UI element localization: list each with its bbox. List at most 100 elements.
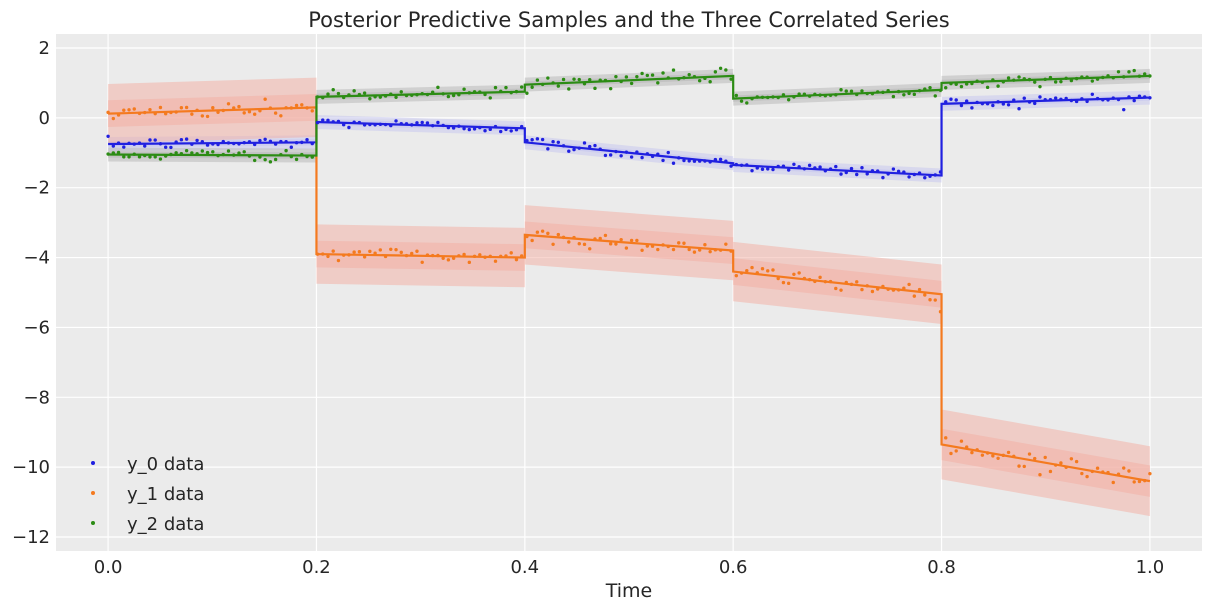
data-point-y_2-data [608,86,613,91]
data-point-y_1-data [755,271,759,275]
data-point-y_0-data [938,170,943,174]
data-point-y_0-data [252,142,257,147]
data-point-y_1-data [1001,453,1006,458]
data-point-y_1-data [923,293,927,297]
data-point-y_1-data [985,451,990,455]
data-point-y_2-data [718,66,723,70]
data-point-y_2-data [598,78,602,82]
data-point-y_1-data [886,287,890,291]
y-tick-label: −2 [23,178,50,199]
data-point-y_0-data [483,128,487,133]
data-point-y_1-data [551,242,555,246]
data-point-y_1-data [1012,454,1016,459]
data-point-y_0-data [645,152,650,156]
data-point-y_2-data [619,79,623,84]
data-point-y_2-data [713,70,718,74]
data-point-y_2-data [603,78,608,83]
data-point-y_0-data [514,128,519,132]
data-point-y_0-data [619,154,623,158]
data-point-y_1-data [389,247,393,251]
data-point-y_2-data [697,79,702,83]
data-point-y_0-data [1111,96,1115,100]
data-point-y_1-data [964,445,969,449]
data-point-y_0-data [221,139,225,144]
data-point-y_2-data [917,88,922,93]
data-point-y_1-data [734,273,739,278]
data-point-y_2-data [462,87,466,91]
data-point-y_1-data [703,242,707,247]
data-point-y_1-data [645,244,650,248]
data-point-y_1-data [619,237,623,242]
data-point-y_1-data [519,254,524,258]
data-point-y_0-data [551,140,555,144]
posterior-mean-line-y_1-data [108,106,1151,483]
data-point-y_1-data [980,453,985,457]
data-point-y_2-data [860,89,864,93]
data-point-y_2-data [933,94,937,98]
data-point-y_2-data [467,91,472,95]
data-point-y_2-data [567,87,571,91]
data-point-y_1-data [525,234,529,239]
data-point-y_2-data [127,155,131,159]
data-point-y_0-data [1101,98,1105,102]
data-point-y_2-data [300,152,304,157]
data-point-y_0-data [776,164,780,169]
data-point-y_2-data [143,153,147,158]
data-point-y_1-data [855,280,859,284]
data-point-y_0-data [556,140,561,145]
data-point-y_2-data [268,160,273,164]
posterior-mean-lines [108,74,1151,483]
data-point-y_0-data [158,142,163,146]
data-point-y_2-data [844,89,848,93]
data-point-y_1-data [912,294,917,298]
data-point-y_0-data [300,140,304,145]
data-point-y_0-data [561,144,566,148]
data-point-y_2-data [205,150,210,155]
data-point-y_1-data [1064,465,1068,469]
data-point-y_0-data [917,171,922,175]
data-point-y_1-data [959,439,964,443]
data-point-y_0-data [870,169,875,173]
data-point-y_0-data [258,138,262,143]
data-point-y_1-data [996,456,1000,460]
data-point-y_0-data [588,144,592,149]
data-point-y_1-data [718,248,723,252]
data-point-y_2-data [1116,70,1121,74]
data-point-y_2-data [923,87,927,91]
data-point-y_1-data [917,287,922,292]
data-point-y_1-data [682,241,686,245]
data-point-y_0-data [509,129,513,133]
data-point-y_0-data [907,175,911,179]
data-point-y_0-data [352,120,356,124]
data-point-y_2-data [593,86,597,91]
data-point-y_1-data [378,248,383,252]
data-point-y_2-data [519,85,524,89]
data-point-y_0-data [912,172,917,177]
data-point-y_2-data [792,95,796,99]
legend-marker [91,461,95,465]
data-point-y_2-data [980,80,985,84]
data-point-y_2-data [504,85,508,90]
data-point-y_2-data [331,88,335,92]
data-point-y_1-data [1074,459,1079,464]
data-point-y_1-data [252,112,257,116]
data-point-y_0-data [1116,97,1121,102]
data-point-y_1-data [1043,455,1047,460]
data-point-y_0-data [734,162,739,167]
data-point-y_1-data [211,106,215,110]
data-point-y_0-data [661,158,665,163]
data-point-y_2-data [378,95,383,99]
data-point-y_0-data [1090,92,1095,96]
data-point-y_2-data [1142,72,1147,76]
data-point-y_0-data [457,124,461,128]
data-point-y_2-data [190,151,194,155]
data-point-y_1-data [1101,470,1105,474]
data-point-y_1-data [807,277,812,282]
data-point-y_1-data [462,252,466,257]
data-point-y_2-data [179,152,184,156]
data-point-y_0-data [404,122,409,126]
data-point-y_2-data [891,94,896,99]
data-point-y_1-data [226,102,231,106]
data-point-y_1-data [284,106,288,110]
data-point-y_0-data [692,159,697,163]
